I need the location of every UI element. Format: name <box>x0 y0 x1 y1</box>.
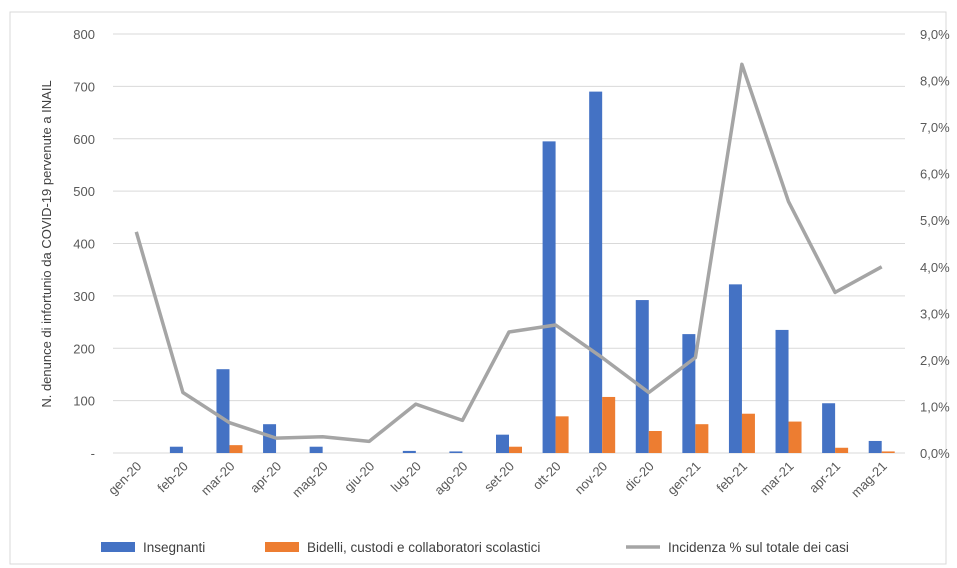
legend-label: Incidenza % sul totale dei casi <box>668 540 849 555</box>
y-tick-label: 600 <box>73 132 95 147</box>
bar-bidelli <box>695 424 709 453</box>
legend-swatch <box>101 542 135 552</box>
y2-tick-label: 8,0% <box>920 74 950 89</box>
bar-bidelli <box>602 396 616 453</box>
bar-bidelli <box>835 447 849 453</box>
legend-swatch <box>265 542 299 552</box>
y2-tick-label: 0,0% <box>920 446 950 461</box>
bar-insegnanti <box>542 141 556 453</box>
bar-insegnanti <box>402 450 416 453</box>
bar-insegnanti <box>496 434 509 453</box>
bar-bidelli <box>881 451 895 453</box>
bar-insegnanti <box>263 424 277 453</box>
bar-insegnanti <box>822 403 836 453</box>
y-tick-label: 300 <box>73 289 95 304</box>
gridlines <box>113 33 905 454</box>
bar-insegnanti <box>635 300 649 453</box>
bar-insegnanti <box>682 334 696 453</box>
bar-insegnanti <box>449 451 463 453</box>
y-tick-label: 500 <box>73 184 95 199</box>
incidence-line-group <box>134 62 883 444</box>
bar-bidelli <box>648 431 662 453</box>
bar-insegnanti <box>216 369 230 453</box>
y2-tick-label: 2,0% <box>920 353 950 368</box>
bars <box>169 91 895 454</box>
bar-bidelli <box>788 421 802 453</box>
y-tick-label: - <box>91 446 95 461</box>
y2-tick-label: 9,0% <box>920 27 950 42</box>
legend-label: Insegnanti <box>143 540 205 555</box>
left-axis-ticks: - 100 200 300 400 500 600 700 800 <box>73 27 95 461</box>
bar-insegnanti <box>309 446 323 453</box>
bar-bidelli <box>555 416 569 453</box>
legend-label: Bidelli, custodi e collaboratori scolast… <box>307 540 540 555</box>
y-tick-label: 700 <box>73 79 95 94</box>
y2-tick-label: 4,0% <box>920 260 950 275</box>
y-tick-label: 400 <box>73 237 95 252</box>
bar-insegnanti <box>728 284 742 453</box>
bar-insegnanti <box>868 440 882 453</box>
bar-bidelli <box>741 413 755 453</box>
bar-insegnanti <box>169 446 183 453</box>
y-axis-label: N. denunce di infortunio da COVID-19 per… <box>39 80 54 407</box>
y2-tick-label: 5,0% <box>920 213 950 228</box>
y2-tick-label: 3,0% <box>920 306 950 321</box>
bar-bidelli <box>229 445 243 453</box>
y2-tick-label: 1,0% <box>920 399 950 414</box>
y2-tick-label: 6,0% <box>920 167 950 182</box>
y-tick-label: 100 <box>73 394 95 409</box>
bar-bidelli <box>509 446 522 453</box>
y-tick-label: 800 <box>73 27 95 42</box>
y-tick-label: 200 <box>73 341 95 356</box>
legend: Insegnanti Bidelli, custodi e collaborato… <box>101 540 849 555</box>
bar-insegnanti <box>589 91 603 454</box>
right-axis-ticks: 0,0% 1,0% 2,0% 3,0% 4,0% 5,0% 6,0% 7,0% 8,0% 9,0% <box>920 27 950 461</box>
incidence-line <box>134 62 883 444</box>
bar-insegnanti <box>775 329 789 453</box>
y2-tick-label: 7,0% <box>920 120 950 135</box>
chart-frame <box>9 11 947 565</box>
